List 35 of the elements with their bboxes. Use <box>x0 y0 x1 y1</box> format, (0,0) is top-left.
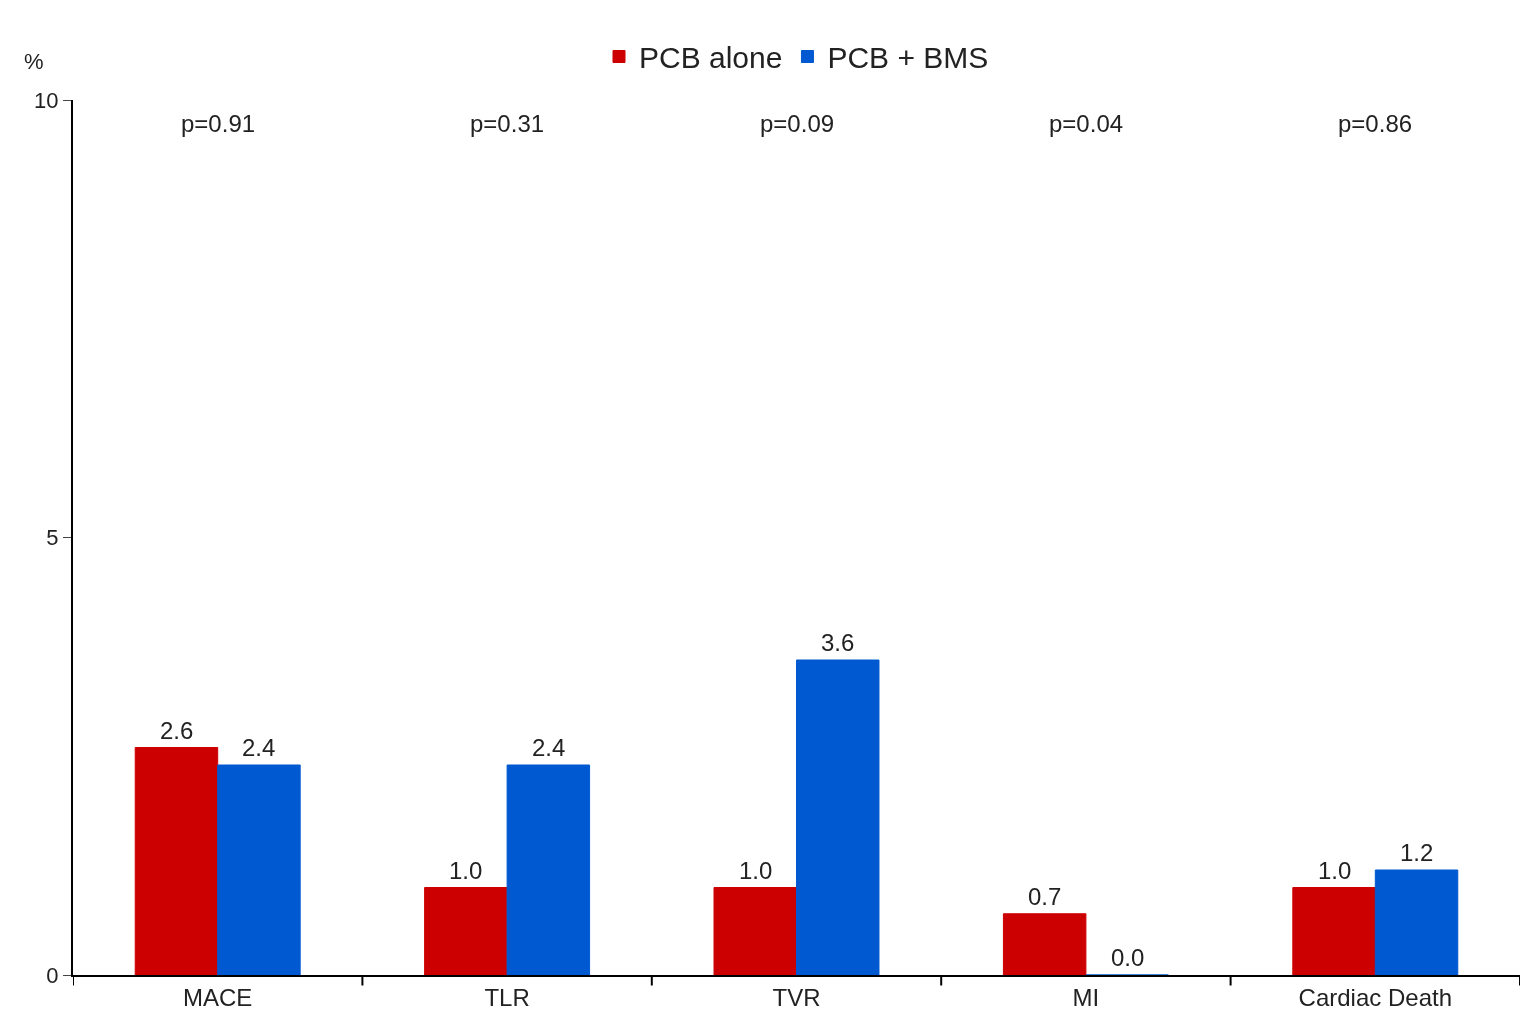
data-label: 2.6 <box>160 717 194 744</box>
y-tick-label: 10 <box>34 87 59 113</box>
bar <box>1374 869 1459 975</box>
data-label: 3.6 <box>821 629 855 656</box>
x-tick-label: TLR <box>484 983 530 1011</box>
x-tick-label: TVR <box>772 983 821 1011</box>
bar <box>217 764 301 975</box>
bar <box>424 887 508 975</box>
annotation: p=0.04 <box>1049 110 1124 137</box>
annotation: p=0.91 <box>181 110 256 137</box>
x-tick-label: Cardiac Death <box>1298 983 1453 1011</box>
data-label: 0.7 <box>1028 883 1062 910</box>
bar <box>1002 913 1087 975</box>
bar <box>713 887 797 975</box>
bar <box>506 764 591 975</box>
data-label: 1.0 <box>449 857 483 884</box>
x-tick-label: MI <box>1072 983 1100 1011</box>
legend-label: PCB + BMS <box>827 41 989 75</box>
y-tick-label: 5 <box>46 525 59 551</box>
annotation: p=0.09 <box>760 110 835 137</box>
y-axis-title: % <box>24 49 44 74</box>
y-tick-label: 0 <box>46 962 59 988</box>
annotation: p=0.31 <box>470 110 545 137</box>
data-label: 2.4 <box>532 734 566 761</box>
data-label: 1.0 <box>1318 857 1352 884</box>
data-label: 1.0 <box>739 857 773 884</box>
x-tick-label: MACE <box>183 983 253 1011</box>
bar <box>796 659 880 975</box>
data-label: 0.0 <box>1111 944 1145 971</box>
bar <box>1292 887 1376 975</box>
data-label: 1.2 <box>1400 839 1434 866</box>
bar <box>134 747 219 975</box>
annotation: p=0.86 <box>1338 110 1413 137</box>
legend-label: PCB alone <box>639 41 783 75</box>
data-label: 2.4 <box>242 734 276 761</box>
